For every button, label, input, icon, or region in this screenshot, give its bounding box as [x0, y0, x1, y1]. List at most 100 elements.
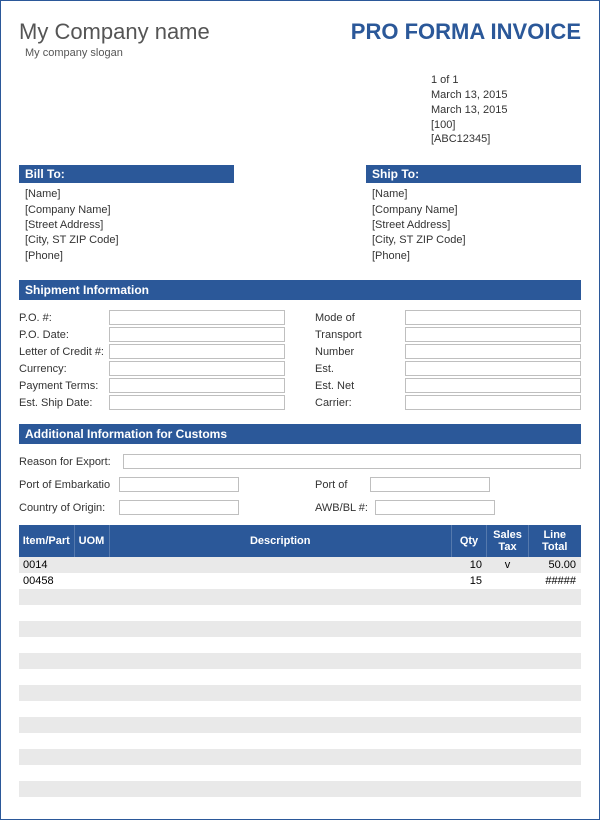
table-cell[interactable]	[19, 717, 74, 733]
table-cell[interactable]	[452, 669, 487, 685]
table-cell[interactable]	[109, 765, 452, 781]
terms-input[interactable]	[109, 378, 285, 393]
table-cell[interactable]	[74, 781, 109, 797]
table-cell[interactable]	[109, 733, 452, 749]
table-cell[interactable]	[487, 685, 529, 701]
table-row[interactable]	[19, 701, 581, 717]
table-cell[interactable]	[529, 765, 581, 781]
table-cell[interactable]	[19, 637, 74, 653]
table-cell[interactable]	[529, 733, 581, 749]
table-cell[interactable]	[452, 637, 487, 653]
table-cell[interactable]	[452, 589, 487, 605]
table-cell[interactable]	[487, 797, 529, 813]
table-row[interactable]	[19, 781, 581, 797]
table-cell[interactable]	[529, 685, 581, 701]
table-cell[interactable]	[529, 781, 581, 797]
table-cell[interactable]	[109, 717, 452, 733]
table-cell[interactable]	[19, 749, 74, 765]
table-cell[interactable]	[487, 749, 529, 765]
table-cell[interactable]	[529, 621, 581, 637]
table-cell[interactable]	[487, 573, 529, 589]
table-cell[interactable]	[109, 701, 452, 717]
table-cell[interactable]	[74, 765, 109, 781]
table-row[interactable]	[19, 621, 581, 637]
table-cell[interactable]	[109, 797, 452, 813]
table-cell[interactable]	[74, 797, 109, 813]
table-row[interactable]	[19, 765, 581, 781]
table-cell[interactable]	[74, 685, 109, 701]
embark-input[interactable]	[119, 477, 239, 492]
table-cell[interactable]	[74, 701, 109, 717]
reason-input[interactable]	[123, 454, 581, 469]
table-cell[interactable]	[529, 589, 581, 605]
table-cell[interactable]	[452, 765, 487, 781]
table-cell[interactable]	[109, 669, 452, 685]
table-cell[interactable]	[529, 717, 581, 733]
table-row[interactable]	[19, 589, 581, 605]
table-row[interactable]	[19, 653, 581, 669]
table-cell[interactable]	[19, 653, 74, 669]
shipdate-input[interactable]	[109, 395, 285, 410]
table-cell[interactable]	[529, 797, 581, 813]
table-cell[interactable]	[487, 717, 529, 733]
estnet-input[interactable]	[405, 378, 581, 393]
table-cell[interactable]	[452, 781, 487, 797]
table-cell[interactable]	[487, 589, 529, 605]
table-cell[interactable]	[19, 701, 74, 717]
table-cell[interactable]	[452, 701, 487, 717]
table-row[interactable]: 0045815#####	[19, 573, 581, 589]
table-cell[interactable]	[487, 621, 529, 637]
table-cell[interactable]	[74, 557, 109, 573]
table-cell[interactable]	[74, 605, 109, 621]
portof-input[interactable]	[370, 477, 490, 492]
awb-input[interactable]	[375, 500, 495, 515]
table-cell[interactable]	[452, 653, 487, 669]
table-cell[interactable]	[19, 669, 74, 685]
table-cell[interactable]	[487, 701, 529, 717]
table-cell[interactable]	[74, 717, 109, 733]
table-cell[interactable]	[74, 573, 109, 589]
table-cell[interactable]	[487, 637, 529, 653]
table-row[interactable]	[19, 749, 581, 765]
table-cell[interactable]	[19, 797, 74, 813]
table-row[interactable]	[19, 733, 581, 749]
table-cell[interactable]	[452, 621, 487, 637]
table-cell[interactable]	[529, 653, 581, 669]
table-cell[interactable]	[452, 749, 487, 765]
table-row[interactable]	[19, 685, 581, 701]
table-cell[interactable]: 0014	[19, 557, 74, 573]
table-cell[interactable]	[74, 733, 109, 749]
table-cell[interactable]	[452, 733, 487, 749]
table-row[interactable]	[19, 669, 581, 685]
table-cell[interactable]	[109, 653, 452, 669]
table-cell[interactable]	[74, 669, 109, 685]
carrier-input[interactable]	[405, 395, 581, 410]
table-cell[interactable]	[452, 685, 487, 701]
table-cell[interactable]	[109, 557, 452, 573]
table-cell[interactable]	[19, 765, 74, 781]
table-cell[interactable]	[452, 797, 487, 813]
table-cell[interactable]: 50.00	[529, 557, 581, 573]
table-cell[interactable]	[529, 637, 581, 653]
table-row[interactable]	[19, 637, 581, 653]
table-cell[interactable]	[19, 621, 74, 637]
table-cell[interactable]	[109, 573, 452, 589]
po-date-input[interactable]	[109, 327, 285, 342]
table-cell[interactable]	[487, 733, 529, 749]
table-cell[interactable]	[487, 781, 529, 797]
table-cell[interactable]	[487, 669, 529, 685]
table-cell[interactable]: 15	[452, 573, 487, 589]
po-num-input[interactable]	[109, 310, 285, 325]
table-cell[interactable]	[74, 637, 109, 653]
table-row[interactable]	[19, 717, 581, 733]
table-row[interactable]	[19, 605, 581, 621]
currency-input[interactable]	[109, 361, 285, 376]
table-row[interactable]: 001410v50.00	[19, 557, 581, 573]
table-cell[interactable]	[109, 781, 452, 797]
table-cell[interactable]	[109, 621, 452, 637]
table-cell[interactable]	[529, 669, 581, 685]
table-cell[interactable]	[74, 589, 109, 605]
table-cell[interactable]	[109, 637, 452, 653]
loc-input[interactable]	[109, 344, 285, 359]
table-cell[interactable]	[109, 685, 452, 701]
